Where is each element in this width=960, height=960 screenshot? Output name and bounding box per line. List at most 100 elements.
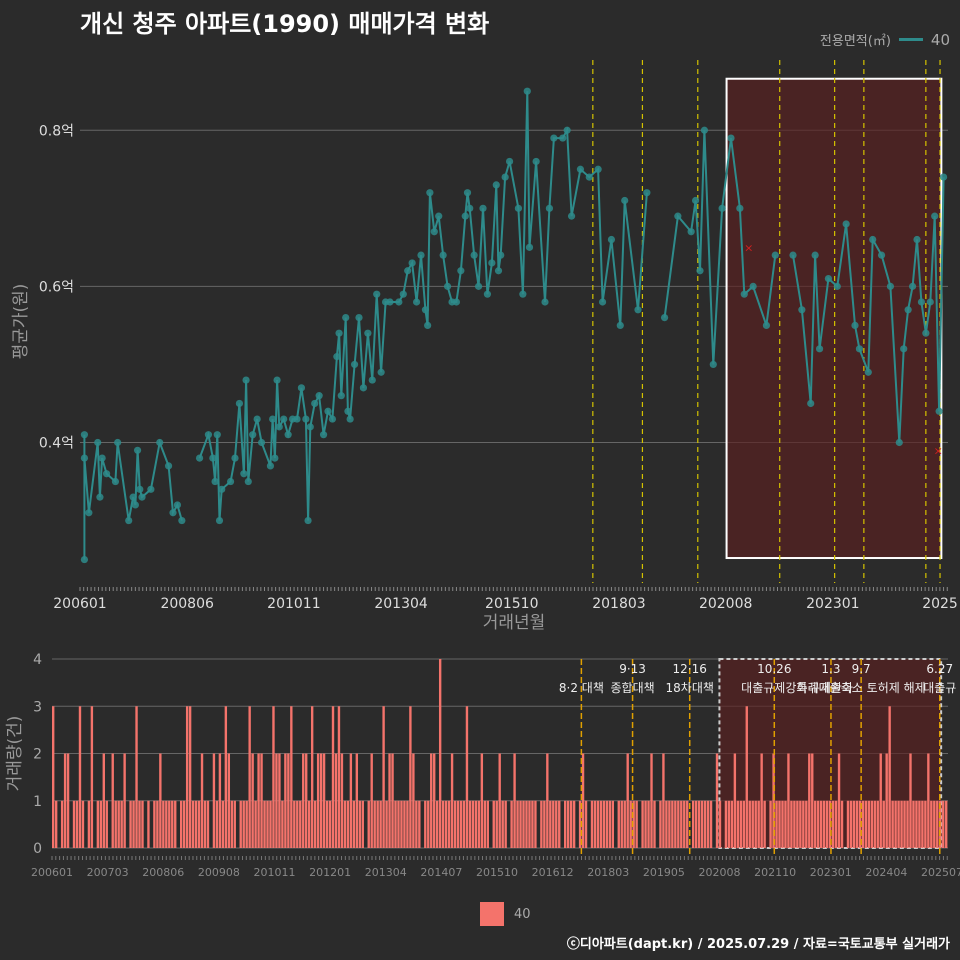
volume-bar <box>471 800 475 848</box>
price-point <box>935 407 943 415</box>
volume-bar <box>72 800 76 848</box>
volume-bar <box>328 800 332 848</box>
volume-bar <box>450 753 454 848</box>
volume-bar <box>924 800 927 848</box>
price-point <box>426 189 434 197</box>
volume-bar <box>778 800 781 848</box>
volume-bar <box>331 706 335 848</box>
volume-bar <box>516 800 519 848</box>
price-point <box>474 282 483 290</box>
volume-bar <box>534 800 537 848</box>
price-point <box>421 306 430 314</box>
price-point <box>824 274 833 283</box>
volume-bar <box>831 800 835 848</box>
volume-bar <box>147 800 150 848</box>
chart-title: 개신 청주 아파트(1990) 매매가격 변화 <box>80 10 490 38</box>
volume-bar <box>706 800 710 848</box>
volume-bar <box>358 800 361 848</box>
price-point <box>736 204 744 212</box>
volume-bar <box>394 800 397 848</box>
volume-bar <box>501 800 504 848</box>
price-point <box>133 446 142 454</box>
excluded-marker: × <box>934 444 943 457</box>
volume-bar <box>641 800 644 848</box>
volume-bar <box>513 753 516 848</box>
volume-bar <box>942 800 945 848</box>
bar-x-tick-label: 201612 <box>532 866 574 879</box>
volume-bar <box>927 753 930 848</box>
bar-x-tick-label: 202008 <box>699 866 741 879</box>
volume-bar <box>900 800 903 848</box>
volume-bar <box>593 800 597 848</box>
volume-bar <box>802 800 805 848</box>
price-point <box>563 126 571 134</box>
volume-bar <box>822 800 826 848</box>
volume-bar <box>373 800 376 848</box>
volume-bar <box>206 800 210 848</box>
price-point <box>917 298 926 306</box>
price-point <box>550 134 558 142</box>
bar-y-tick-label: 4 <box>33 652 42 668</box>
legend-top: 전용면적(㎡) 40 <box>820 30 950 50</box>
volume-bar <box>590 800 594 848</box>
volume-bar <box>200 753 204 848</box>
volume-bar <box>433 753 436 848</box>
volume-bar <box>406 800 409 848</box>
volume-bar <box>370 753 373 848</box>
volume-bar <box>436 800 439 848</box>
price-point <box>204 431 213 439</box>
volume-bar <box>197 800 201 848</box>
volume-bar <box>879 753 882 848</box>
volume-bar <box>632 800 635 848</box>
volume-bar <box>677 800 680 848</box>
volume-bar <box>385 800 388 848</box>
volume-bar <box>611 800 615 848</box>
volume-bar <box>578 800 582 848</box>
volume-bar <box>275 753 278 848</box>
legend-bottom: 40 <box>480 902 531 926</box>
volume-bar <box>233 800 236 848</box>
price-point <box>740 290 748 298</box>
volume-bar <box>218 753 222 848</box>
volume-bar <box>828 800 832 848</box>
volume-bar <box>945 800 948 848</box>
volume-bar <box>415 800 418 848</box>
volume-bar <box>269 800 272 848</box>
excluded-marker: × <box>744 241 753 254</box>
price-point <box>567 212 576 220</box>
volume-bar <box>745 706 748 848</box>
volume-bar <box>647 800 650 848</box>
price-point <box>169 509 177 517</box>
volume-bar <box>864 800 868 848</box>
price-point <box>85 509 93 517</box>
highlight-region <box>725 77 943 560</box>
price-point <box>342 313 350 322</box>
price-point <box>377 368 385 376</box>
volume-bar <box>724 800 728 848</box>
volume-bar <box>674 800 677 848</box>
price-point <box>855 345 864 353</box>
policy-date: 9·13 <box>619 662 646 676</box>
volume-bar <box>787 753 790 848</box>
bar-y-axis-title: 거래량(건) <box>5 716 25 792</box>
volume-bar <box>543 800 546 848</box>
volume-bar <box>468 800 472 848</box>
volume-bar <box>849 800 853 848</box>
bar-y-tick-label: 1 <box>33 794 42 810</box>
price-point <box>514 204 523 212</box>
volume-bar <box>885 753 888 848</box>
volume-bar <box>114 800 117 848</box>
volume-bar <box>117 800 120 848</box>
volume-bar <box>617 800 620 848</box>
price-point <box>408 259 416 267</box>
volume-bar <box>171 800 174 848</box>
price-point <box>178 516 186 525</box>
price-point <box>350 360 359 369</box>
price-point <box>226 477 235 486</box>
volume-bar <box>772 753 775 848</box>
volume-bar <box>650 753 653 848</box>
volume-bar <box>293 800 296 848</box>
price-point <box>559 134 567 142</box>
bar-x-tick-label: 201407 <box>420 866 462 879</box>
volume-bar <box>549 800 552 848</box>
